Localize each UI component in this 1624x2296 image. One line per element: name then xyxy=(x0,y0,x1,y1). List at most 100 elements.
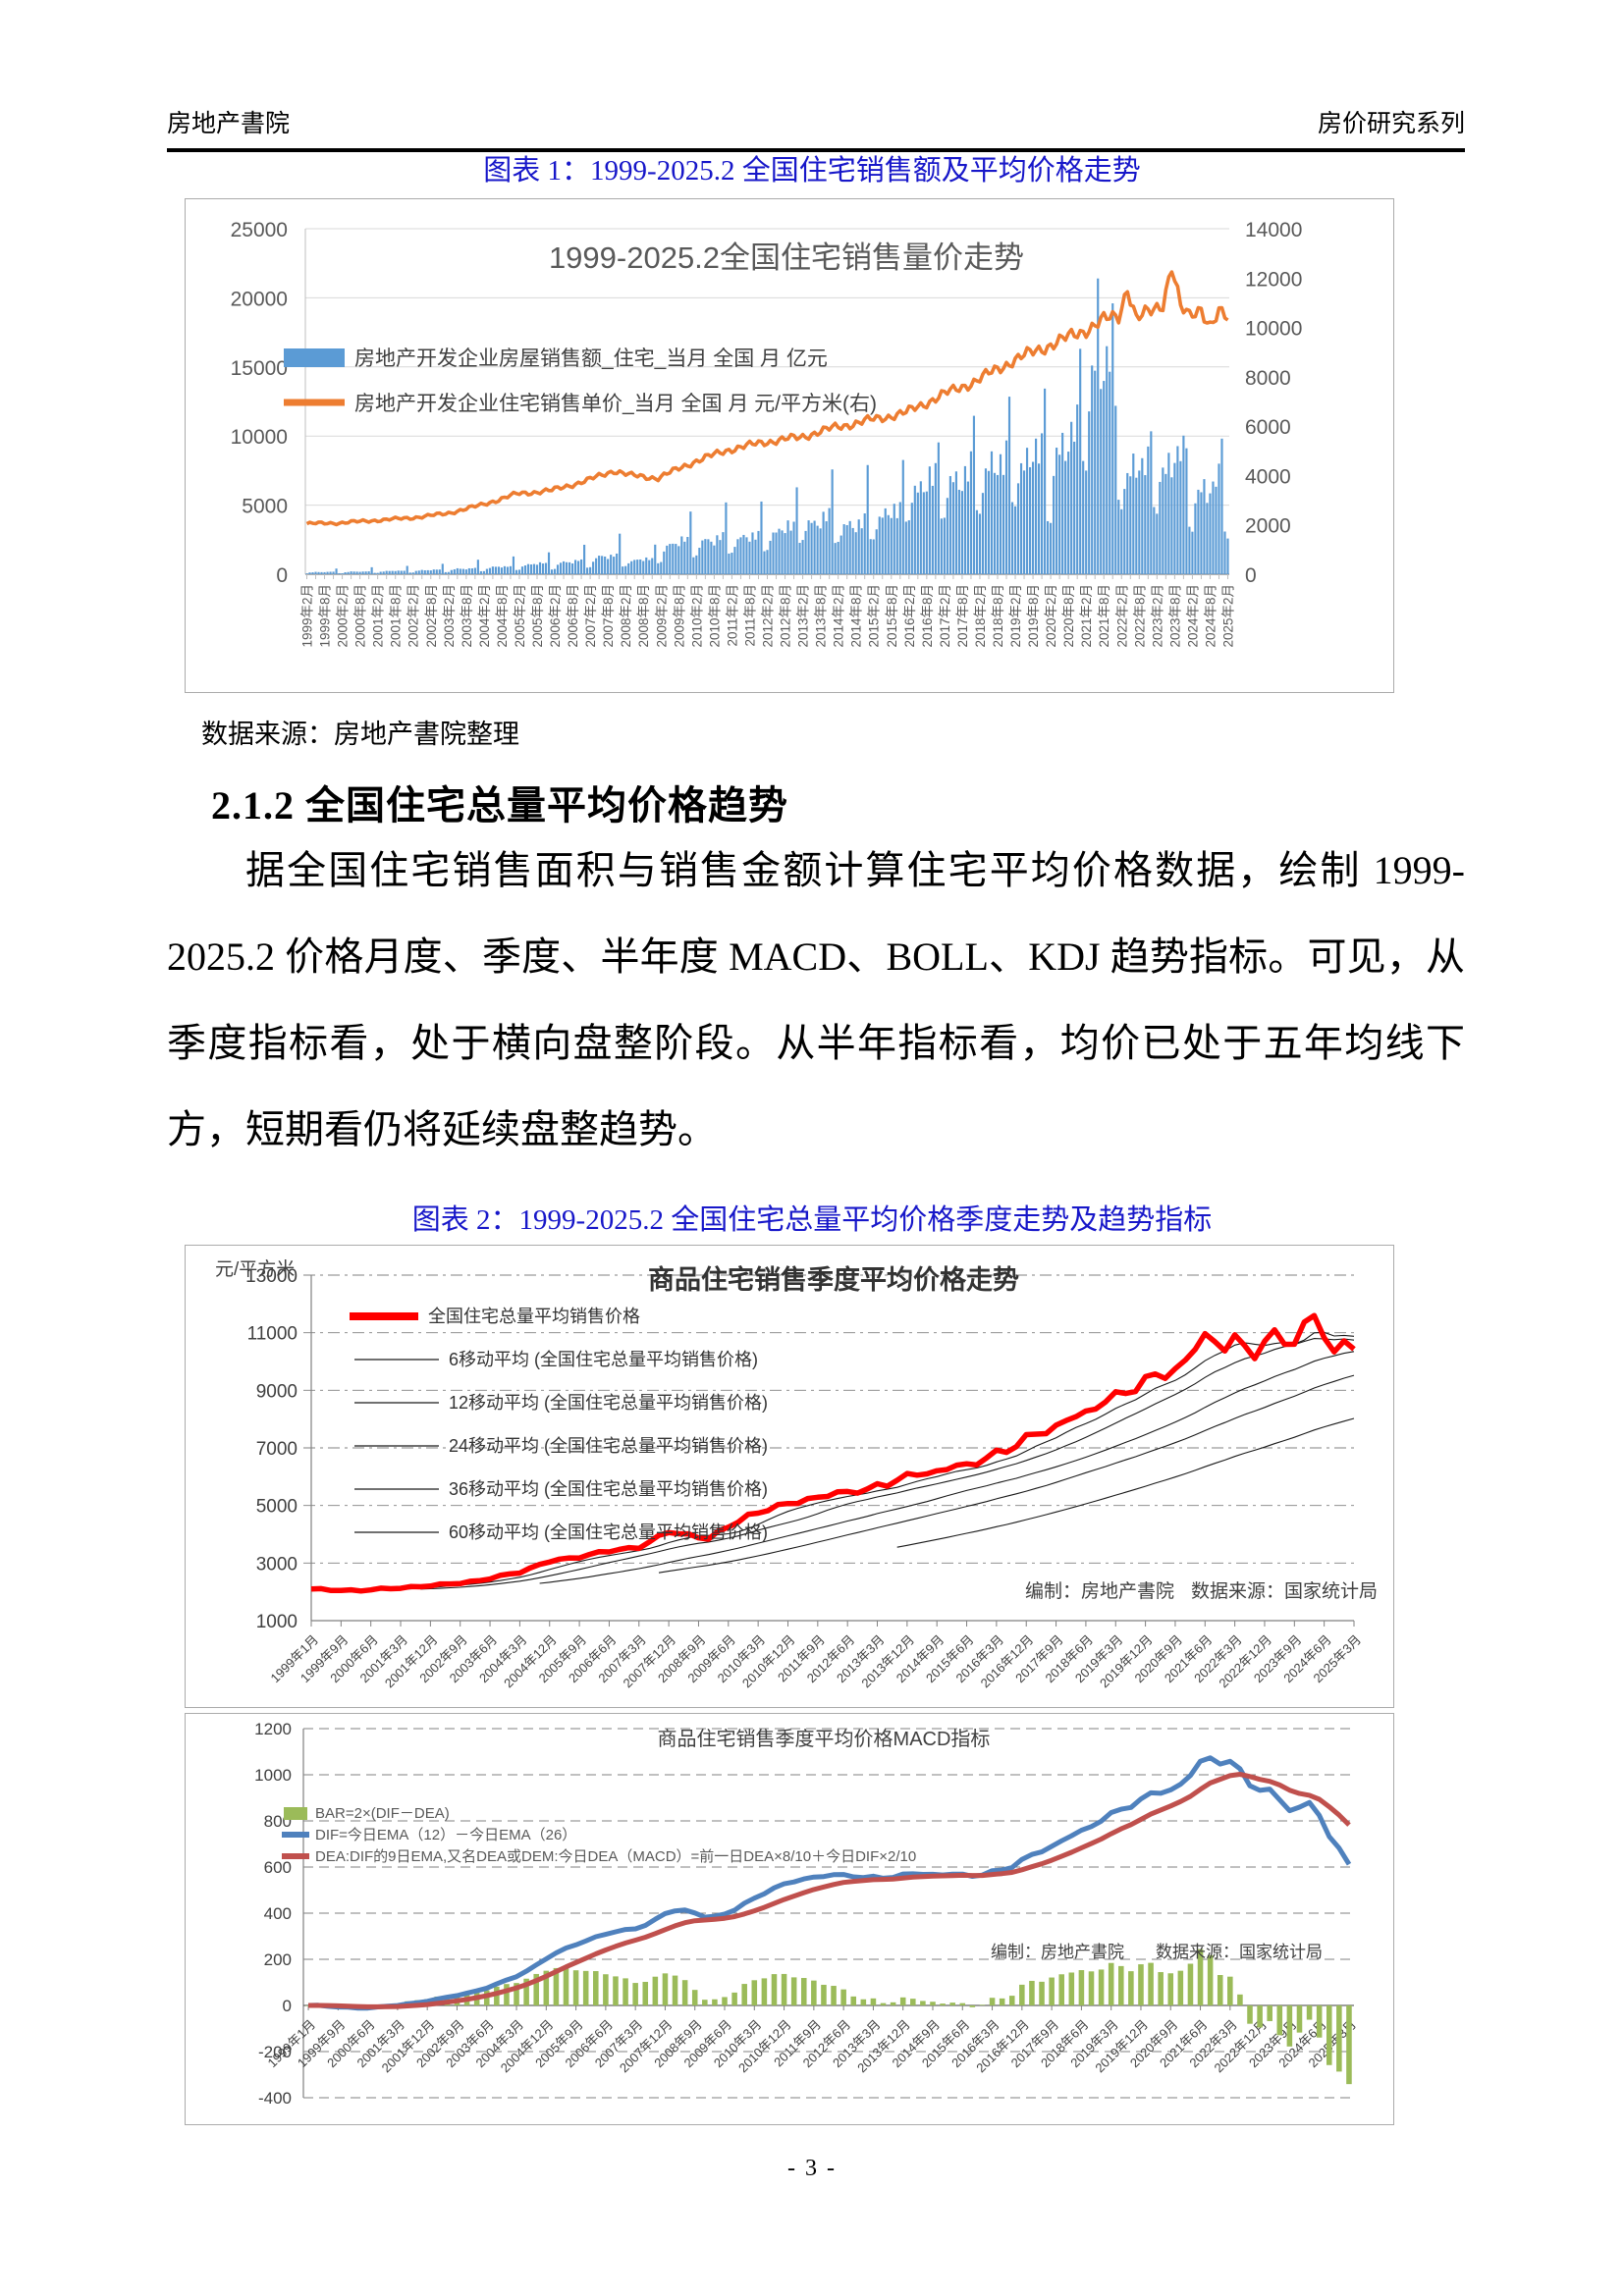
chart1-x-tick-label: 1999年8月 xyxy=(318,584,333,648)
chart1-x-tick-label: 2005年2月 xyxy=(513,584,527,648)
chart2-title: 商品住宅销售季度平均价格走势 xyxy=(648,1264,1019,1295)
figure1-frame: 0 5000 10000 15000 20000 25000 0 2000 4000 6000 80… xyxy=(185,198,1394,693)
chart3-legend: BAR=2×(DIF－DEA) DIF=今日EMA（12）－今日EMA（26） DE… xyxy=(282,1805,916,1865)
chart1-x-tick-label: 2002年2月 xyxy=(406,584,421,648)
chart1-x-tick-label: 2011年2月 xyxy=(725,584,739,647)
chart1-x-tick-label: 2017年2月 xyxy=(938,584,952,648)
chart2-source-note: 数据来源：国家统计局 xyxy=(1191,1580,1378,1602)
svg-text:1000: 1000 xyxy=(256,1612,298,1632)
chart1-x-tick-label: 2014年2月 xyxy=(832,584,846,648)
svg-text:1000: 1000 xyxy=(254,1766,292,1785)
svg-text:11000: 11000 xyxy=(247,1324,298,1345)
chart1-x-tick-label: 2016年8月 xyxy=(920,584,935,648)
chart1-x-tick-label: 2012年8月 xyxy=(779,584,793,648)
svg-text:600: 600 xyxy=(264,1858,292,1877)
chart1-x-tick-label: 2014年8月 xyxy=(849,584,864,648)
chart1-x-tick-label: 2001年8月 xyxy=(389,584,404,648)
figure2-caption: 图表 2：1999-2025.2 全国住宅总量平均价格季度走势及趋势指标 xyxy=(411,1204,1213,1236)
svg-text:0: 0 xyxy=(276,564,288,587)
chart1-x-tick-label: 2015年8月 xyxy=(885,584,899,648)
chart1-x-tick-label: 2020年2月 xyxy=(1044,584,1058,648)
chart1-x-tick-label: 2007年8月 xyxy=(601,584,616,648)
figure2-macd-chart-frame: -400 -200 0 200 400 600 800 1000 1200 商品住宅销售季度平均价… xyxy=(185,1713,1394,2125)
svg-text:20000: 20000 xyxy=(231,288,288,310)
chart1-x-tick-label: 2024年8月 xyxy=(1204,584,1218,648)
svg-text:8000: 8000 xyxy=(1245,367,1291,390)
chart3-title: 商品住宅销售季度平均价格MACD指标 xyxy=(658,1728,991,1750)
chart1-x-tick-label: 2007年2月 xyxy=(583,584,598,648)
svg-text:-400: -400 xyxy=(258,2089,292,2108)
legend-swatch xyxy=(284,1807,307,1820)
legend-label: BAR=2×(DIF－DEA) xyxy=(315,1805,450,1822)
header-left-text: 房地产書院 xyxy=(167,111,291,137)
chart2-legend: 全国住宅总量平均销售价格 6移动平均 (全国住宅总量平均销售价格) 12移动平均 (… xyxy=(350,1307,768,1542)
header-right-text: 房价研究系列 xyxy=(1317,111,1465,137)
chart1-x-tick-label: 2004年8月 xyxy=(495,584,510,648)
chart1-x-tick-label: 2010年8月 xyxy=(707,584,722,648)
chart1-right-axis-labels: 0 2000 4000 6000 8000 10000 12000 14000 xyxy=(1245,219,1302,587)
figure1-caption: 图表 1：1999-2025.2 全国住宅销售额及平均价格走势 xyxy=(483,155,1141,187)
chart1-x-tick-label: 2012年2月 xyxy=(761,584,776,648)
chart1-x-tick-label: 2013年8月 xyxy=(814,584,829,648)
svg-text:200: 200 xyxy=(264,1950,292,1969)
ma-6-line xyxy=(360,1331,1355,1591)
dea-line xyxy=(308,1772,1351,2009)
dif-line xyxy=(307,1755,1352,2011)
section-heading: 2.1.2 全国住宅总量平均价格趋势 xyxy=(211,783,788,828)
svg-text:12000: 12000 xyxy=(1245,268,1302,291)
chart1-x-tick-label: 2008年8月 xyxy=(636,584,651,648)
ma-36-line xyxy=(658,1374,1355,1574)
legend-label: DIF=今日EMA（12）－今日EMA（26） xyxy=(315,1827,576,1843)
legend-label: 24移动平均 (全国住宅总量平均销售价格) xyxy=(449,1436,768,1456)
svg-text:10000: 10000 xyxy=(1245,318,1302,341)
svg-text:400: 400 xyxy=(264,1904,292,1923)
svg-text:5000: 5000 xyxy=(242,496,288,518)
chart1-title: 1999-2025.2全国住宅销售量价走势 xyxy=(549,240,1024,275)
ma-24-line xyxy=(539,1351,1355,1584)
svg-text:6000: 6000 xyxy=(1245,416,1291,439)
svg-text:7000: 7000 xyxy=(256,1439,298,1460)
svg-text:15000: 15000 xyxy=(231,357,288,380)
chart1-x-tick-label: 2016年2月 xyxy=(902,584,917,648)
body-paragraph: 据全国住宅销售面积与销售金额计算住宅平均价格数据，绘制 1999-2025.2 … xyxy=(167,848,1465,1151)
chart1-x-tick-label: 2015年2月 xyxy=(867,584,882,648)
chart1-x-tick-label: 2003年2月 xyxy=(442,584,457,648)
chart3-source-note: 数据来源：国家统计局 xyxy=(1156,1943,1323,1961)
chart2-y-axis-labels: 1000 3000 5000 7000 9000 11000 13000 xyxy=(245,1266,298,1632)
monthly-sales-volume-price-chart: 0 5000 10000 15000 20000 25000 0 2000 4000 6000 80… xyxy=(231,219,1303,648)
sales-amount-bars xyxy=(305,278,1229,574)
chart3-maker-note: 编制：房地产書院 xyxy=(991,1943,1124,1961)
chart1-x-tick-label: 2022年2月 xyxy=(1114,584,1129,648)
chart1-x-tick-label: 2019年2月 xyxy=(1008,584,1023,648)
chart1-x-tick-label: 2025年2月 xyxy=(1221,584,1236,648)
chart1-x-tick-label: 2011年8月 xyxy=(743,584,758,647)
svg-text:-200: -200 xyxy=(258,2043,292,2061)
chart1-x-tick-label: 2017年8月 xyxy=(955,584,970,648)
chart1-x-tick-label: 2009年8月 xyxy=(672,584,686,648)
legend-label: 36移动平均 (全国住宅总量平均销售价格) xyxy=(449,1479,768,1499)
chart1-x-tick-label: 2010年2月 xyxy=(689,584,704,648)
chart1-x-tick-label: 2022年8月 xyxy=(1132,584,1147,648)
chart2-x-axis: 1999年1月1999年9月2000年6月2001年3月2001年12月2002… xyxy=(268,1621,1364,1690)
figure1-source-note: 数据来源：房地产書院整理 xyxy=(201,720,519,749)
chart1-x-tick-label: 2018年8月 xyxy=(991,584,1005,648)
chart1-x-tick-label: 2023年8月 xyxy=(1167,584,1182,648)
svg-text:3000: 3000 xyxy=(256,1554,298,1575)
chart2-maker-note: 编制：房地产書院 xyxy=(1025,1580,1174,1602)
chart1-x-tick-label: 2008年2月 xyxy=(619,584,633,648)
page-header: 房地产書院 房价研究系列 xyxy=(167,104,1465,152)
svg-text:25000: 25000 xyxy=(231,219,288,241)
chart1-legend: 房地产开发企业房屋销售额_住宅_当月 全国 月 亿元房地产开发企业住宅销售单价_… xyxy=(284,347,877,415)
legend-bar-label: 房地产开发企业房屋销售额_住宅_当月 全国 月 亿元 xyxy=(354,347,828,370)
legend-label: 60移动平均 (全国住宅总量平均销售价格) xyxy=(449,1522,768,1542)
chart1-x-tick-label: 2000年2月 xyxy=(336,584,351,648)
chart3-x-axis: 1999年1月1999年9月2000年6月2001年3月2001年12月2002… xyxy=(265,2005,1359,2075)
legend-label: 全国住宅总量平均销售价格 xyxy=(428,1307,640,1326)
chart1-x-tick-label: 2020年8月 xyxy=(1061,584,1076,648)
legend-label: 12移动平均 (全国住宅总量平均销售价格) xyxy=(449,1393,768,1413)
chart1-x-tick-label: 2003年8月 xyxy=(460,584,474,648)
chart1-x-tick-label: 2006年8月 xyxy=(566,584,580,648)
